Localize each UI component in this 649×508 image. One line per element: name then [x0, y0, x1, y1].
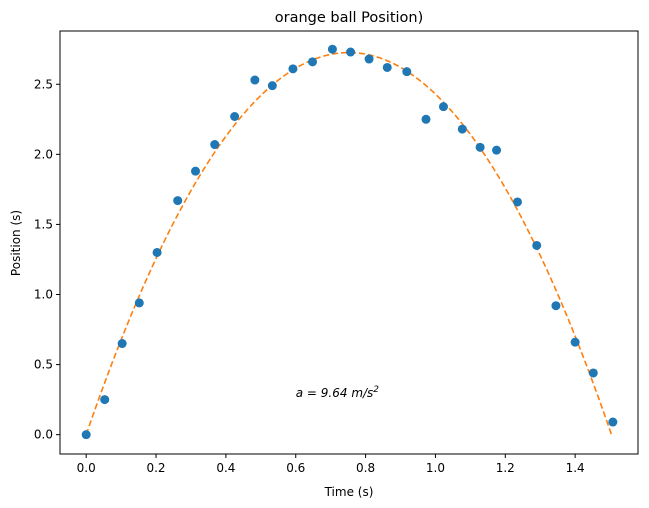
chart-title: orange ball Position): [275, 10, 424, 26]
data-point: [100, 395, 110, 405]
y-axis-ticks: 0.0 0.5 1.0 1.5 2.0 2.5: [34, 77, 60, 442]
data-point: [402, 67, 412, 77]
data-point: [513, 197, 523, 207]
y-tick-label: 2.0: [34, 147, 53, 161]
data-point: [588, 368, 598, 378]
y-axis-label: Position (s): [9, 210, 23, 276]
data-point: [230, 111, 240, 121]
data-point: [327, 44, 337, 54]
data-point: [346, 47, 356, 57]
data-point: [438, 102, 448, 112]
x-tick-label: 1.4: [566, 461, 585, 475]
x-tick-label: 0.4: [216, 461, 235, 475]
data-point: [134, 298, 144, 308]
data-point: [457, 124, 467, 134]
data-point: [210, 140, 220, 150]
data-point: [570, 337, 580, 347]
data-point: [191, 166, 201, 176]
data-point: [608, 417, 618, 427]
y-tick-label: 0.5: [34, 358, 53, 372]
points-layer: [81, 44, 618, 440]
data-point: [475, 142, 485, 152]
y-tick-label: 1.0: [34, 287, 53, 301]
x-tick-label: 0.6: [286, 461, 305, 475]
data-point: [421, 114, 431, 124]
x-axis-ticks: 0.0 0.2 0.4 0.6 0.8 1.0 1.2 1.4: [77, 454, 585, 475]
annotation-prefix: a = 9.64: [296, 386, 352, 400]
data-point: [492, 145, 502, 155]
data-point: [288, 64, 298, 74]
y-tick-label: 1.5: [34, 217, 53, 231]
data-point: [152, 247, 162, 257]
y-tick-label: 0.0: [34, 428, 53, 442]
data-point: [551, 301, 561, 311]
data-point: [81, 430, 91, 440]
acceleration-annotation: a = 9.64 m/s2: [296, 385, 380, 400]
fit-layer: [85, 51, 613, 436]
plot-frame: [59, 30, 639, 455]
x-tick-label: 0.8: [356, 461, 375, 475]
data-point: [117, 339, 127, 349]
x-axis-label: Time (s): [324, 485, 374, 499]
data-point: [532, 240, 542, 250]
x-tick-label: 1.2: [496, 461, 515, 475]
data-point: [308, 57, 318, 67]
fit-curve: [85, 51, 613, 436]
x-tick-label: 0.2: [146, 461, 165, 475]
annotation-exponent: 2: [373, 385, 379, 395]
x-tick-label: 1.0: [426, 461, 445, 475]
x-tick-label: 0.0: [77, 461, 96, 475]
annotation-unit: m/s: [351, 386, 373, 400]
y-tick-label: 2.5: [34, 77, 53, 91]
data-point: [267, 81, 277, 91]
data-point: [382, 62, 392, 72]
data-point: [250, 75, 260, 85]
data-point: [364, 54, 374, 64]
data-point: [173, 196, 183, 206]
